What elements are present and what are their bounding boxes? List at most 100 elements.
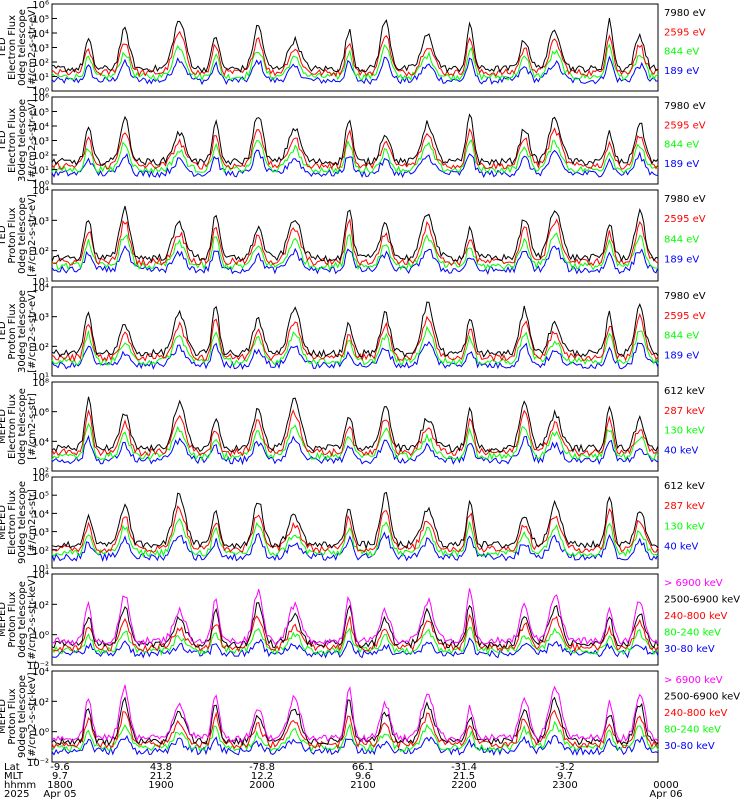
series-line-3 (51, 139, 659, 175)
y-axis-label-line: 0deg telescope (17, 9, 28, 86)
x-row-label: Lat (4, 762, 20, 773)
y-tick-label: 10⁴ (32, 186, 49, 197)
x-tick-label: -78.8 (249, 762, 275, 773)
x-tick-label: -9.6 (50, 762, 70, 773)
y-axis-label-line: 0deg telescope (17, 388, 28, 465)
y-tick-label: 10⁻² (27, 661, 49, 672)
legend-entry: 844 eV (664, 47, 699, 58)
y-tick-label: 10⁵ (32, 15, 49, 26)
series-line-4 (51, 434, 659, 466)
x-tick-label: 12.2 (251, 771, 273, 782)
x-tick-label: 2300 (552, 780, 577, 791)
y-axis-label-line: TED (0, 321, 8, 342)
y-tick-label: 10² (32, 58, 49, 69)
x-row-label: 2025 (4, 789, 29, 800)
legend-entry: 287 keV (664, 406, 705, 417)
x-tick-label: 21.5 (453, 771, 475, 782)
y-tick-label: 10² (32, 247, 49, 258)
x-tick-label: -3.2 (555, 762, 575, 773)
legend-entry: 240-800 keV (664, 708, 728, 719)
x-tick-label: 1800 (47, 780, 72, 791)
series-line-1 (51, 684, 659, 743)
y-tick-label: 10⁶ (32, 93, 49, 104)
y-axis-label: TEDProton Flux0deg telescope[#/cm2-s-str… (0, 194, 38, 277)
y-axis-label-line: MEPED (0, 409, 8, 444)
panel-frame (51, 670, 659, 763)
legend-entry: 2595 eV (664, 311, 706, 322)
y-axis-label-line: [#/cm2-s-str] (27, 393, 38, 460)
y-tick-label: 10² (32, 600, 49, 611)
x-tick-label: 2100 (350, 780, 375, 791)
y-tick-label: 10² (32, 467, 49, 478)
y-axis-label-line: Proton Flux (7, 303, 18, 359)
y-axis-label-line: 30deg telescope (17, 290, 28, 373)
x-tick-label: 9.7 (52, 771, 68, 782)
y-axis-label-line: [#/cm2-s-str-eV] (27, 6, 38, 89)
legend-entry: 844 eV (664, 140, 699, 151)
y-tick-label: 10¹ (32, 564, 49, 575)
y-tick-label: 10⁵ (32, 491, 49, 502)
y-tick-label: 10⁸ (32, 378, 49, 389)
y-axis-label: MEPEDElectron Flux90deg telescope[#/cm2-… (0, 481, 38, 564)
x-tick-label: 2200 (451, 780, 476, 791)
y-tick-label: 10² (32, 546, 49, 557)
x-tick-label: 2000 (249, 780, 274, 791)
series-line-3 (51, 325, 659, 366)
y-tick-label: 10³ (32, 313, 49, 324)
y-axis-label-line: 0deg telescope (17, 197, 28, 274)
x-tick-label: 0000 (653, 780, 678, 791)
series-line-1 (51, 205, 659, 263)
y-axis-label-line: 90deg telescope (17, 481, 28, 564)
y-axis-label-line: TED (0, 37, 8, 58)
y-tick-label: 10⁶ (32, 408, 49, 419)
series-line-2 (51, 127, 659, 171)
y-tick-label: 10³ (32, 44, 49, 55)
series-line-1 (51, 301, 659, 358)
legend-entry: 30-80 keV (664, 644, 715, 655)
x-row-label: MLT (4, 771, 24, 782)
series-line-1 (51, 113, 659, 167)
legend-entry: 844 eV (664, 331, 699, 342)
legend-entry: 7980 eV (664, 194, 706, 205)
x-tick-label: 66.1 (352, 762, 374, 773)
legend-entry: 130 keV (664, 521, 705, 532)
y-tick-label: 10³ (32, 137, 49, 148)
x-row-label: hhmm (4, 780, 36, 791)
y-axis-label-line: [#/cm2-s-str] (27, 489, 38, 556)
y-axis-label-line: 30deg telescope (17, 99, 28, 182)
y-axis-label-line: TED (0, 225, 8, 246)
series-line-1 (51, 588, 659, 647)
legend-entry: 2595 eV (664, 27, 706, 38)
legend-entry: > 6900 keV (664, 578, 723, 589)
y-axis-label: MEPEDProton Flux90deg telescope[#/cm2-s-… (0, 672, 38, 760)
legend-entry: 40 keV (664, 542, 698, 553)
series-line-3 (51, 43, 659, 82)
y-axis-label-line: Proton Flux (7, 207, 18, 263)
x-tick-label: 9.6 (355, 771, 371, 782)
y-tick-label: 10¹ (32, 372, 49, 383)
y-axis-label-line: MEPED (0, 602, 8, 637)
legend-entry: 189 eV (664, 255, 699, 266)
x-tick-label: -31.4 (451, 762, 477, 773)
y-tick-label: 10⁰ (32, 728, 49, 739)
y-tick-label: 10⁴ (32, 570, 49, 581)
x-tick-label: 1900 (148, 780, 173, 791)
y-axis-label-line: Electron Flux (7, 490, 18, 555)
y-axis-label: MEPEDElectron Flux0deg telescope[#/cm2-s… (0, 388, 38, 465)
y-axis-label-line: [#/cm2-s-str-eV] (27, 99, 38, 182)
series-line-4 (51, 531, 659, 563)
y-tick-label: 10² (32, 697, 49, 708)
legend-entry: 189 eV (664, 66, 699, 77)
y-tick-label: 10⁵ (32, 108, 49, 119)
y-tick-label: 10⁴ (32, 509, 49, 520)
y-tick-label: 10¹ (32, 277, 49, 288)
legend-entry: 2500-6900 keV (664, 595, 740, 606)
y-tick-label: 10³ (32, 528, 49, 539)
y-axis-label: TEDProton Flux30deg telescope[#/cm2-s-st… (0, 290, 38, 373)
